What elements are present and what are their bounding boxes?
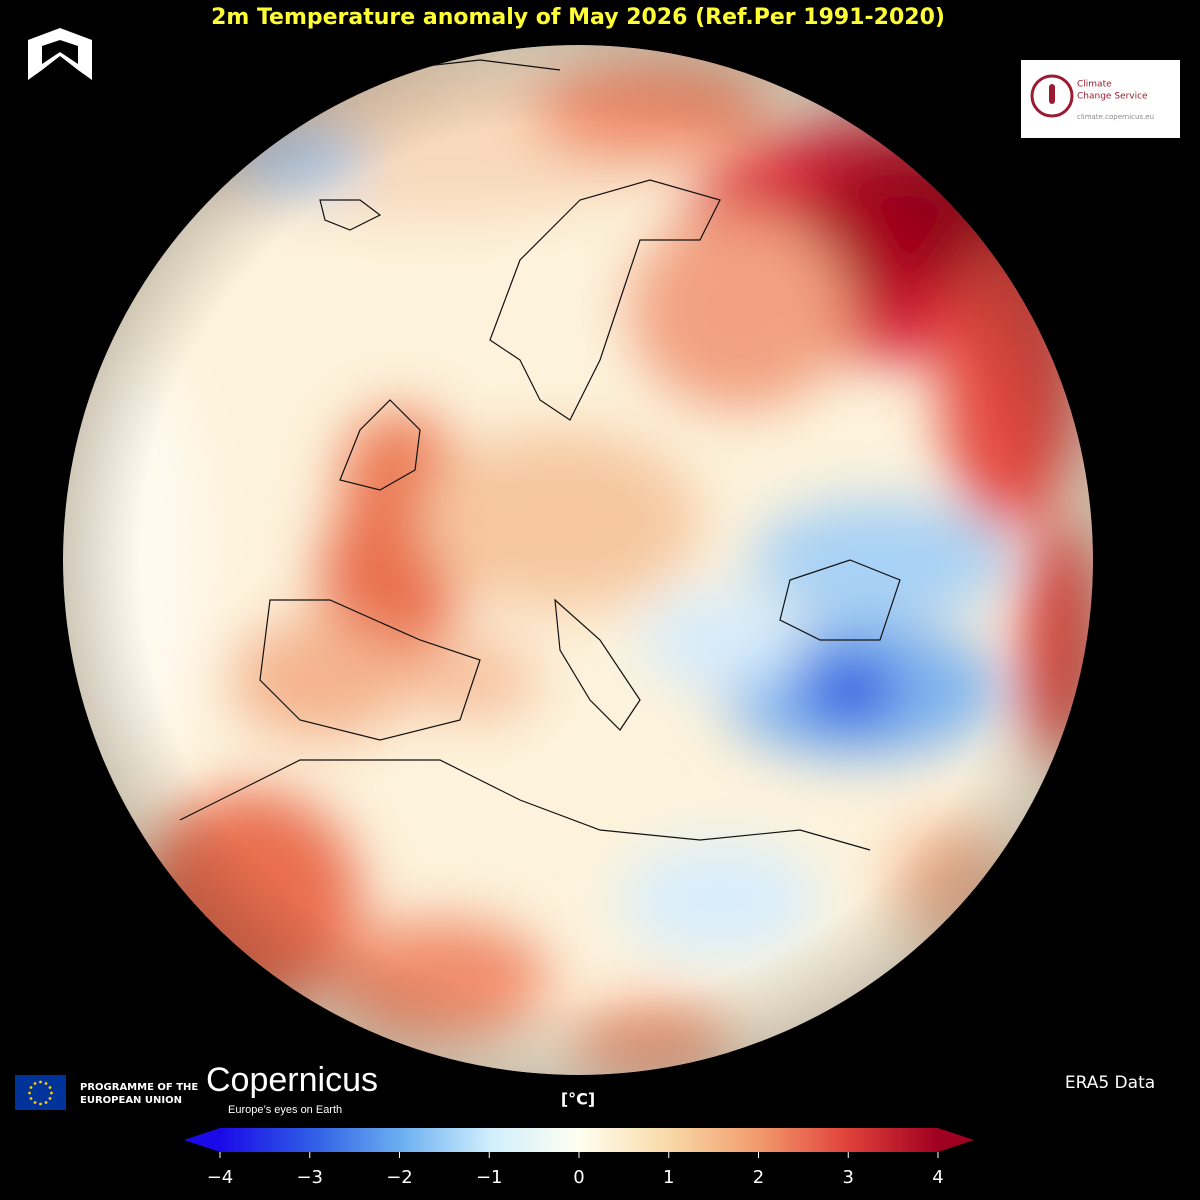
colorbar-tick-label: 2 <box>753 1167 764 1188</box>
eu-programme-text: EUROPEAN UNION <box>80 1095 182 1106</box>
colorbar-unit: [°C] <box>561 1090 595 1109</box>
climate-logo-thermo <box>1049 84 1055 104</box>
globe-shade <box>63 45 1093 1075</box>
brand-logo <box>28 28 92 80</box>
copernicus-logo: Copernicus <box>206 1061 378 1099</box>
colorbar: −4 −3 −2 −1 0 1 2 3 4 <box>184 1128 974 1188</box>
eu-programme-text: PROGRAMME OF THE <box>80 1082 198 1093</box>
colorbar-tick-label: −2 <box>386 1167 413 1188</box>
colorbar-tick-label: 3 <box>843 1167 854 1188</box>
climate-logo-box <box>1021 60 1180 138</box>
climate-logo-text: Climate <box>1077 80 1112 90</box>
colorbar-tick-label: 4 <box>932 1167 943 1188</box>
copernicus-tagline: Europe’s eyes on Earth <box>228 1104 342 1116</box>
title: 2m Temperature anomaly of May 2026 (Ref.… <box>211 5 945 30</box>
eu-stars <box>28 1080 53 1106</box>
colorbar-tick-label: 0 <box>573 1167 584 1188</box>
colorbar-extend-high <box>938 1128 974 1152</box>
climate-logo-url: climate.copernicus.eu <box>1077 113 1154 121</box>
climate-logo-text: Change Service <box>1077 92 1148 102</box>
colorbar-tick-label: 1 <box>663 1167 674 1188</box>
source-label: ERA5 Data <box>1065 1073 1155 1093</box>
colorbar-tick-label: −1 <box>476 1167 503 1188</box>
colorbar-tick-label: −4 <box>207 1167 234 1188</box>
colorbar-extend-low <box>184 1128 220 1152</box>
climate-logo-icon <box>1030 74 1074 118</box>
colorbar-tick-label: −3 <box>296 1167 323 1188</box>
colorbar-bar <box>220 1128 938 1152</box>
